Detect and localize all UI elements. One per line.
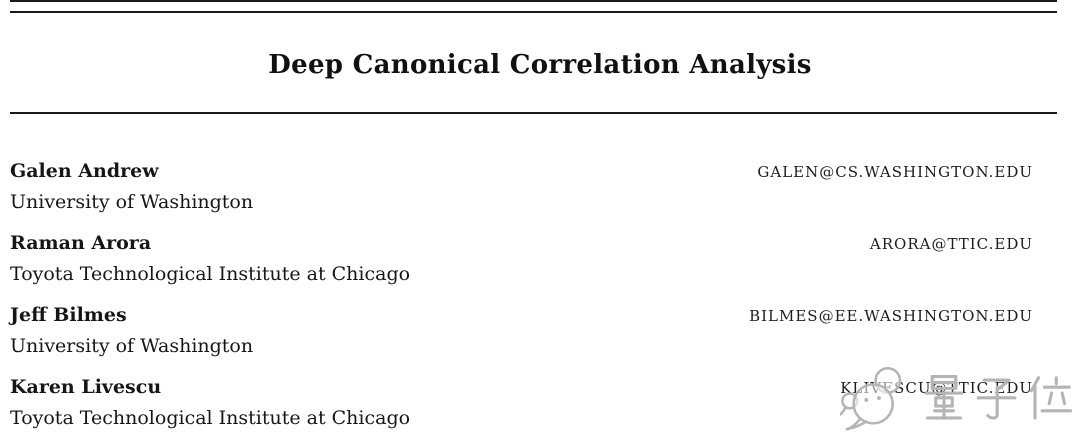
author-block: Galen Andrew GALEN@CS.WASHINGTON.EDU Uni… (10, 156, 1033, 440)
author-name: Karen Livescu (10, 376, 162, 398)
top-rule-outer (10, 0, 1057, 2)
paper-title: Deep Canonical Correlation Analysis (268, 50, 812, 80)
author-name-row: Karen Livescu KLIVESCU@TTIC.EDU (10, 372, 1033, 403)
author-affiliation: University of Washington (10, 191, 254, 213)
author-entry: Raman Arora ARORA@TTIC.EDU Toyota Techno… (10, 228, 1033, 289)
author-name: Galen Andrew (10, 160, 159, 182)
author-affiliation: Toyota Technological Institute at Chicag… (10, 263, 411, 285)
author-name-row: Galen Andrew GALEN@CS.WASHINGTON.EDU (10, 156, 1033, 187)
author-name-row: Raman Arora ARORA@TTIC.EDU (10, 228, 1033, 259)
author-name-row: Jeff Bilmes BILMES@EE.WASHINGTON.EDU (10, 300, 1033, 331)
title-bottom-rule (10, 112, 1057, 114)
author-entry: Jeff Bilmes BILMES@EE.WASHINGTON.EDU Uni… (10, 300, 1033, 361)
author-entry: Galen Andrew GALEN@CS.WASHINGTON.EDU Uni… (10, 156, 1033, 217)
author-affiliation: University of Washington (10, 335, 254, 357)
author-email: BILMES@EE.WASHINGTON.EDU (749, 307, 1033, 325)
author-name: Raman Arora (10, 232, 152, 254)
author-entry: Karen Livescu KLIVESCU@TTIC.EDU Toyota T… (10, 372, 1033, 433)
author-name: Jeff Bilmes (10, 304, 127, 326)
author-email: GALEN@CS.WASHINGTON.EDU (757, 163, 1033, 181)
author-email: ARORA@TTIC.EDU (869, 235, 1033, 253)
author-affiliation: Toyota Technological Institute at Chicag… (10, 407, 411, 429)
author-email: KLIVESCU@TTIC.EDU (840, 379, 1033, 397)
top-rule-inner (10, 11, 1057, 13)
